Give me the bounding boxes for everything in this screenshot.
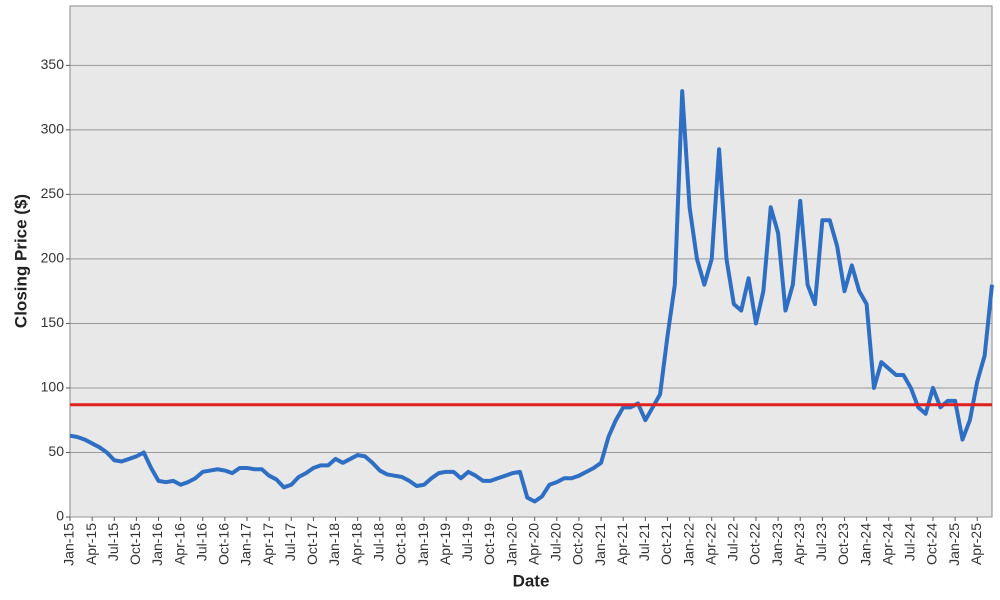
x-tick-label: Apr-23 — [791, 523, 807, 565]
x-tick-label: Jul-24 — [902, 523, 918, 561]
x-tick-label: Jan-24 — [857, 523, 873, 566]
x-tick-label: Jan-20 — [503, 523, 519, 566]
x-tick-label: Apr-18 — [348, 523, 364, 565]
x-tick-label: Apr-24 — [879, 523, 895, 565]
x-tick-label: Jul-21 — [636, 523, 652, 561]
plot-area — [69, 5, 993, 518]
x-tick-label: Jan-23 — [769, 523, 785, 566]
x-tick-label: Jan-21 — [592, 523, 608, 566]
x-tick-label: Jul-16 — [193, 523, 209, 561]
x-tick-label: Oct-21 — [658, 523, 674, 565]
y-tick-label: 50 — [48, 443, 64, 459]
price-line — [69, 89, 994, 504]
x-tick-label: Jul-23 — [813, 523, 829, 561]
x-tick-label: Jan-18 — [326, 523, 342, 566]
x-tick-label: Oct-16 — [216, 523, 232, 565]
y-tick-label: 250 — [41, 185, 65, 201]
x-tick-label: Jan-17 — [238, 523, 254, 566]
x-tick-label: Jan-16 — [149, 523, 165, 566]
x-tick-label: Jul-19 — [459, 523, 475, 561]
y-tick-label: 0 — [56, 508, 64, 524]
x-tick-label: Jan-22 — [680, 523, 696, 566]
x-tick-label: Jan-19 — [415, 523, 431, 566]
x-tick-label: Jul-22 — [725, 523, 741, 561]
x-tick-label: Apr-19 — [437, 523, 453, 565]
y-tick-label: 300 — [41, 121, 65, 137]
x-tick-label: Jan-25 — [946, 523, 962, 566]
x-tick-label: Oct-22 — [747, 523, 763, 565]
x-tick-label: Apr-16 — [171, 523, 187, 565]
x-tick-label: Oct-20 — [570, 523, 586, 565]
x-tick-label: Jul-17 — [282, 523, 298, 561]
x-tick-label: Apr-21 — [614, 523, 630, 565]
y-axis-label: Closing Price ($) — [11, 194, 30, 328]
x-tick-label: Oct-15 — [127, 523, 143, 565]
x-tick-label: Oct-24 — [924, 523, 940, 565]
y-tick-label: 150 — [41, 314, 65, 330]
x-tick-label: Oct-17 — [304, 523, 320, 565]
x-tick-label: Jan-15 — [61, 523, 77, 566]
y-tick-label: 200 — [41, 250, 65, 266]
y-tick-label: 100 — [41, 379, 65, 395]
x-tick-label: Oct-18 — [393, 523, 409, 565]
x-tick-label: Oct-23 — [835, 523, 851, 565]
x-tick-label: Oct-19 — [481, 523, 497, 565]
y-tick-label: 350 — [41, 56, 65, 72]
x-tick-label: Apr-25 — [968, 523, 984, 565]
x-axis-label: Date — [513, 571, 550, 590]
x-tick-label: Apr-17 — [260, 523, 276, 565]
x-tick-label: Apr-20 — [525, 523, 541, 565]
x-tick-label: Apr-22 — [702, 523, 718, 565]
x-tick-label: Jul-20 — [548, 523, 564, 561]
x-tick-label: Apr-15 — [83, 523, 99, 565]
x-tick-label: Jul-18 — [370, 523, 386, 561]
x-tick-label: Jul-15 — [105, 523, 121, 561]
